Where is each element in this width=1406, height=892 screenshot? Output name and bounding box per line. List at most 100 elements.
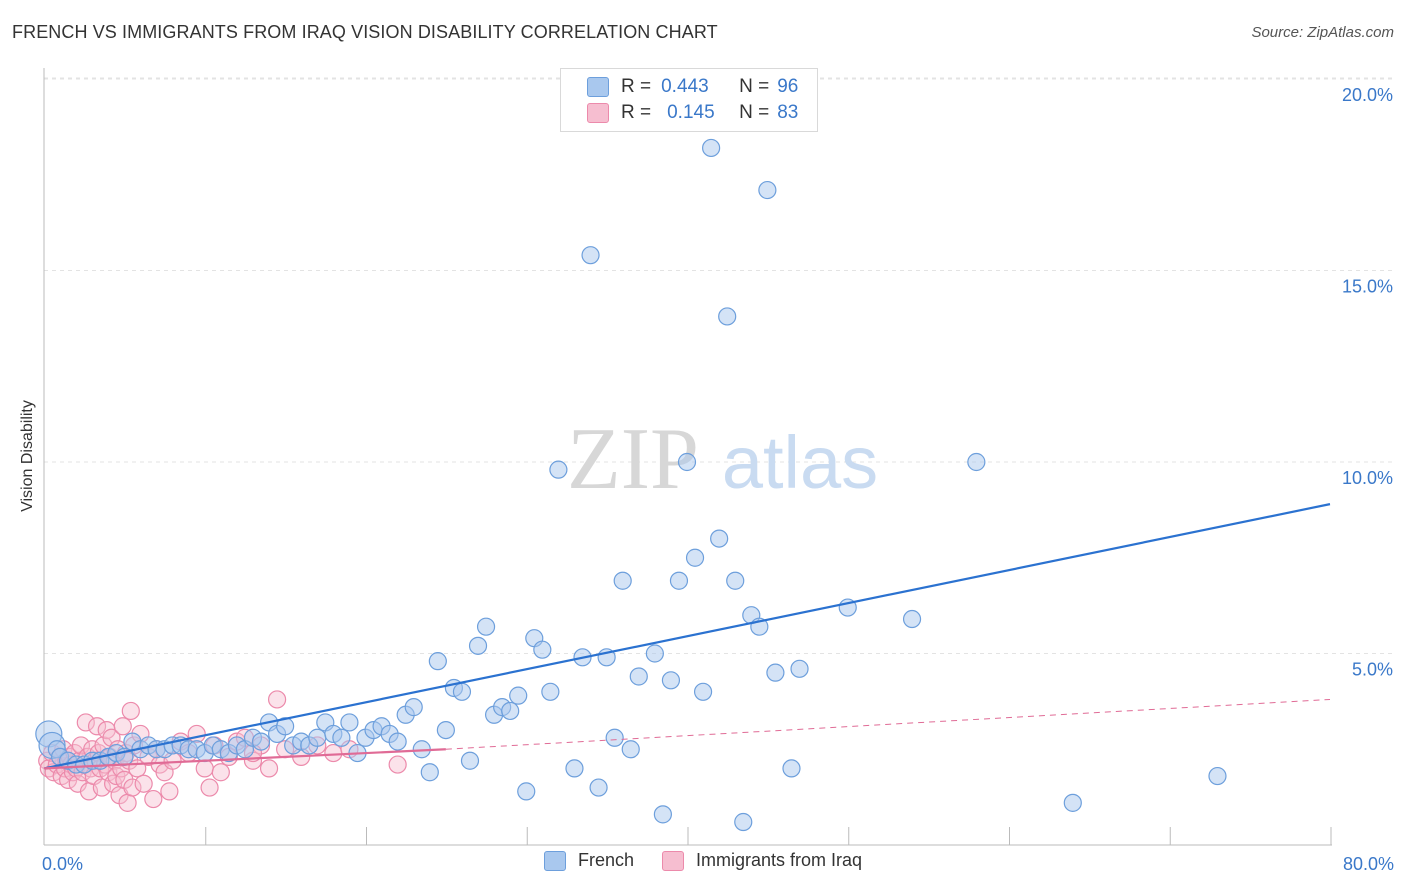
french-point xyxy=(420,763,439,782)
legend-n-value-iraq: 83 xyxy=(777,102,799,123)
trend-lines xyxy=(43,503,1331,770)
legend-r-value-french: 0.443 xyxy=(661,76,709,97)
french-point xyxy=(308,728,327,747)
french-point xyxy=(452,682,472,701)
legend-stats: R = 0.443 N = 96 R = 0.145 N = 83 xyxy=(560,68,818,132)
iraq-point xyxy=(195,759,214,778)
iraq-point xyxy=(71,736,91,755)
french-point xyxy=(613,571,632,590)
legend-n-label: N = xyxy=(739,102,770,123)
legend-swatch-french xyxy=(587,77,609,97)
iraq-point xyxy=(324,743,343,763)
iraq-point xyxy=(200,778,219,797)
legend-r-label: R = xyxy=(621,76,652,97)
french-point xyxy=(621,740,640,759)
watermark: ZIP atlas xyxy=(567,411,878,508)
legend-item-french[interactable]: French xyxy=(543,850,634,871)
french-point xyxy=(967,452,986,472)
grid-layer xyxy=(44,77,1392,654)
french-point xyxy=(549,460,568,479)
french-point xyxy=(902,609,922,629)
french-point xyxy=(468,636,488,655)
legend-r-label: R = xyxy=(621,102,652,123)
french-point xyxy=(1063,793,1082,812)
french-point xyxy=(693,682,713,701)
french-point xyxy=(332,728,351,747)
x-tick-label: 0.0% xyxy=(42,854,83,874)
legend-label-iraq: Immigrants from Iraq xyxy=(695,850,863,870)
french-point xyxy=(501,701,520,721)
french-point xyxy=(653,805,672,824)
y-tick-label: 20.0% xyxy=(1342,85,1393,105)
french-point xyxy=(661,671,681,690)
iraq-point xyxy=(267,690,287,709)
iraq-point xyxy=(259,759,279,778)
iraq-point xyxy=(118,793,137,812)
x-tick-label: 80.0% xyxy=(1343,854,1394,874)
iraq-point xyxy=(87,717,107,736)
french-point xyxy=(340,713,359,732)
french-point xyxy=(790,659,809,678)
french-point xyxy=(589,778,608,797)
legend-row-iraq: R = 0.145 N = 83 xyxy=(587,100,798,126)
french-point xyxy=(605,728,624,747)
iraq-trend-extension xyxy=(445,698,1331,750)
french-point xyxy=(629,667,648,686)
french-point xyxy=(718,307,737,326)
legend-swatch-french xyxy=(543,850,566,871)
french-point xyxy=(1208,766,1227,786)
french-point xyxy=(758,180,777,200)
french-point xyxy=(428,652,447,671)
legend-row-french: R = 0.443 N = 96 xyxy=(587,74,798,100)
legend-item-iraq[interactable]: Immigrants from Iraq xyxy=(661,850,863,871)
french-point xyxy=(782,759,801,778)
french-point xyxy=(710,529,729,548)
french-point xyxy=(476,617,496,636)
y-tick-label: 5.0% xyxy=(1352,660,1393,680)
french-point xyxy=(541,682,560,701)
legend-r-value-iraq: 0.145 xyxy=(667,102,715,123)
iraq-point xyxy=(121,701,140,721)
y-tick-label: 10.0% xyxy=(1342,468,1393,488)
iraq-trend-line xyxy=(43,748,446,770)
legend-series: French Immigrants from Iraq xyxy=(0,850,1406,871)
legend-n-label: N = xyxy=(739,76,770,97)
chart-source: Source: ZipAtlas.com xyxy=(1251,24,1394,41)
french-point xyxy=(251,732,271,751)
iraq-point xyxy=(123,778,142,797)
french-point xyxy=(645,644,664,663)
watermark-zip: ZIP xyxy=(567,411,699,508)
french-point xyxy=(565,759,584,778)
iraq-point xyxy=(76,713,95,732)
watermark-atlas: atlas xyxy=(722,421,878,504)
iraq-point xyxy=(134,774,153,793)
french-point xyxy=(388,732,407,751)
french-point xyxy=(436,720,455,740)
iraq-point xyxy=(113,717,132,736)
legend-swatch-iraq xyxy=(661,850,684,871)
french-point xyxy=(702,138,721,158)
french-point xyxy=(677,452,697,472)
french-point xyxy=(685,548,705,567)
legend-n-value-french: 96 xyxy=(777,76,799,97)
french-point xyxy=(581,246,600,265)
iraq-point xyxy=(211,763,230,782)
chart-title: FRENCH VS IMMIGRANTS FROM IRAQ VISION DI… xyxy=(12,22,718,42)
legend-label-french: French xyxy=(577,850,634,870)
french-point xyxy=(734,812,753,832)
iraq-point xyxy=(160,782,179,801)
y-tick-label: 15.0% xyxy=(1342,277,1393,297)
french-point xyxy=(517,782,536,801)
iraq-point xyxy=(388,755,407,774)
french-point xyxy=(726,571,745,590)
french-point xyxy=(460,751,480,770)
french-point xyxy=(766,663,785,682)
french-point xyxy=(669,571,689,590)
axis-layer xyxy=(43,68,1332,846)
iraq-point xyxy=(187,724,206,744)
iraq-point xyxy=(92,778,111,797)
french-trend-line xyxy=(43,503,1331,770)
french-point xyxy=(404,698,423,717)
tick-labels: 5.0% 10.0% 15.0% 20.0% 0.0% 80.0% xyxy=(42,85,1394,874)
